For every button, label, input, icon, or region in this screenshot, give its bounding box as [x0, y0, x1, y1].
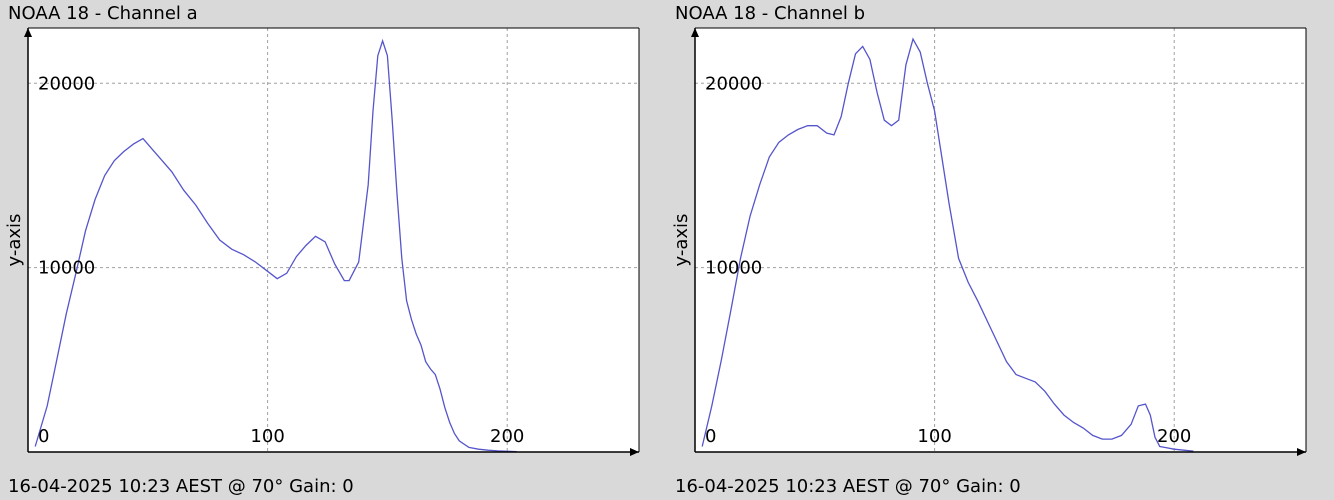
series-line — [34, 38, 517, 453]
x-tick-label: 100 — [917, 426, 951, 447]
chart-footer: 16-04-2025 10:23 AEST @ 70° Gain: 0 — [675, 476, 1021, 497]
y-axis-title: y-axis — [671, 214, 692, 267]
y-axis-arrow — [24, 28, 32, 37]
chart-footer: 16-04-2025 10:23 AEST @ 70° Gain: 0 — [8, 476, 354, 497]
plot-area — [695, 28, 1306, 452]
x-axis-arrow — [1297, 448, 1306, 456]
chart-panel-channel-a: NOAA 18 - Channel a 0 100 200 10000 20000 y-a… — [4, 3, 640, 497]
y-tick-label: 20000 — [38, 73, 95, 94]
y-tick-label: 10000 — [38, 258, 95, 279]
plot-area — [28, 28, 639, 452]
x-tick-label: 200 — [1157, 426, 1191, 447]
x-tick-label: 0 — [705, 426, 716, 447]
x-tick-label: 200 — [490, 426, 524, 447]
y-tick-label: 20000 — [705, 73, 762, 94]
y-axis-title: y-axis — [4, 214, 25, 267]
line-chart-channel-b: 0 100 200 10000 20000 y-axis — [671, 27, 1307, 456]
chart-panel-channel-b: NOAA 18 - Channel b 0 100 200 10000 20000 y-a… — [667, 0, 1334, 500]
chart-title: NOAA 18 - Channel a — [8, 3, 198, 24]
y-tick-label: 10000 — [705, 258, 762, 279]
x-tick-label: 100 — [250, 426, 284, 447]
x-axis-arrow — [630, 448, 639, 456]
series-line — [701, 37, 1194, 452]
x-tick-label: 0 — [38, 426, 49, 447]
chart-title: NOAA 18 - Channel b — [675, 3, 866, 24]
line-chart-channel-a: 0 100 200 10000 20000 y-axis — [4, 27, 640, 456]
y-axis-arrow — [691, 28, 699, 37]
